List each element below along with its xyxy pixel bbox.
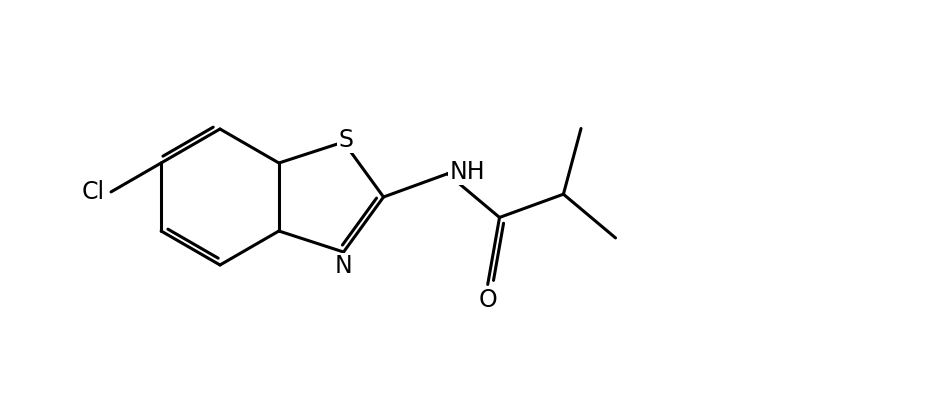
Text: Cl: Cl — [82, 180, 105, 204]
Text: N: N — [335, 254, 353, 278]
Text: S: S — [338, 128, 353, 152]
Text: O: O — [479, 288, 497, 312]
Text: NH: NH — [449, 160, 485, 184]
